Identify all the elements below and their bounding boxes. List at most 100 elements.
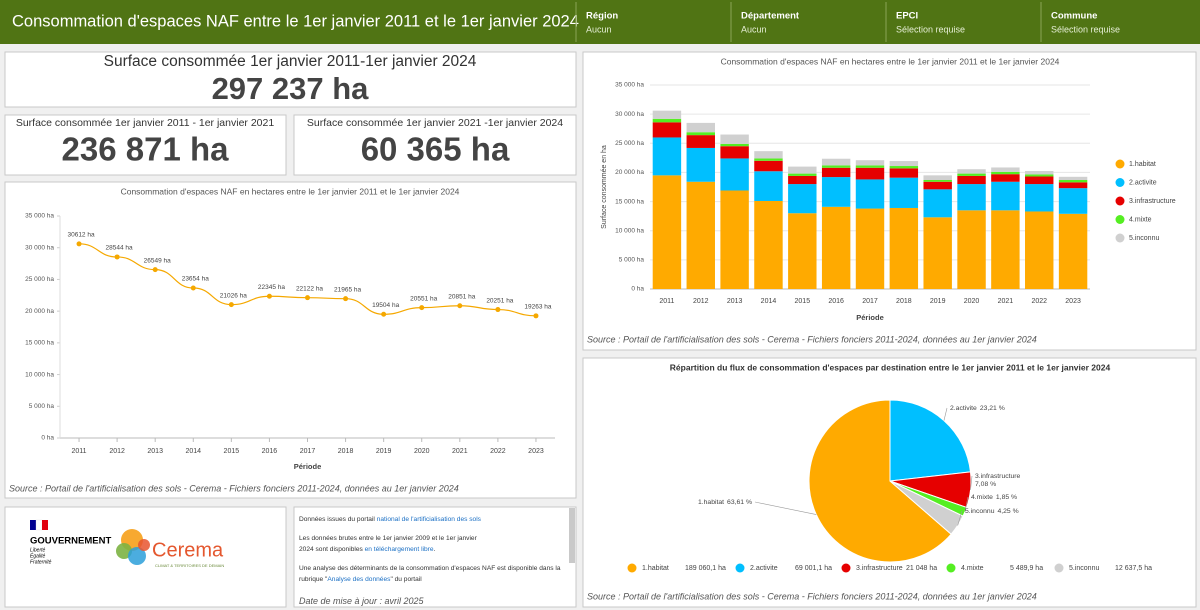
legend-swatch bbox=[1055, 564, 1064, 573]
data-point bbox=[343, 296, 348, 301]
x-tick-label: 2018 bbox=[338, 448, 354, 455]
legend-label[interactable]: 5.inconnu bbox=[1069, 565, 1099, 572]
bar-segment bbox=[957, 184, 985, 210]
bar-segment bbox=[890, 166, 918, 168]
link[interactable]: en téléchargement libre bbox=[365, 546, 434, 553]
source: Source : Portail de l'artificialisation … bbox=[587, 591, 1037, 601]
slice-name: 1.habitat bbox=[698, 499, 724, 506]
bar-segment bbox=[822, 177, 850, 207]
slice-value: 23,21 % bbox=[980, 405, 1005, 412]
data-point bbox=[457, 303, 462, 308]
filter-label[interactable]: Département bbox=[741, 11, 800, 22]
motto-line: Égalité bbox=[30, 552, 46, 559]
x-tick-label: 2017 bbox=[300, 448, 316, 455]
bar-segment bbox=[788, 213, 816, 289]
legend-value: 69 001,1 ha bbox=[795, 565, 832, 572]
x-tick-label: 2016 bbox=[262, 448, 278, 455]
data-point bbox=[533, 313, 538, 318]
data-label: 22345 ha bbox=[258, 284, 285, 291]
data-label: 23654 ha bbox=[182, 276, 209, 283]
filter-value[interactable]: Aucun bbox=[741, 24, 767, 34]
link[interactable]: national de l'artificialisation des sols bbox=[377, 516, 481, 523]
legend-swatch bbox=[1116, 215, 1125, 224]
bar-segment bbox=[754, 158, 782, 160]
data-label: 22122 ha bbox=[296, 285, 323, 292]
data-label: 30612 ha bbox=[67, 232, 94, 239]
cerema-tagline: CLIMAT & TERRITOIRES DE DEMAIN bbox=[155, 563, 224, 568]
bar-segment bbox=[653, 111, 681, 119]
bar-segment bbox=[1025, 174, 1053, 176]
legend-label[interactable]: 1.habitat bbox=[642, 565, 669, 572]
x-tick-label: 2017 bbox=[862, 298, 878, 305]
bar-segment bbox=[687, 135, 715, 148]
filter-label[interactable]: Région bbox=[586, 11, 618, 22]
x-tick-label: 2016 bbox=[828, 298, 844, 305]
bar-segment bbox=[890, 178, 918, 208]
x-tick-label: 2012 bbox=[693, 298, 709, 305]
data-point bbox=[381, 312, 386, 317]
legend-value: 5 489,9 ha bbox=[1010, 565, 1043, 572]
bar-segment bbox=[788, 167, 816, 174]
legend-label[interactable]: 2.activite bbox=[750, 565, 778, 572]
legend-label[interactable]: 5.inconnu bbox=[1129, 235, 1159, 242]
legend-label[interactable]: 3.infrastructure bbox=[1129, 198, 1176, 205]
filter-value[interactable]: Sélection requise bbox=[896, 24, 965, 34]
legend-label[interactable]: 4.mixte bbox=[961, 565, 984, 572]
bar-segment bbox=[890, 161, 918, 166]
legend-value: 12 637,5 ha bbox=[1115, 565, 1152, 572]
slice-name: 2.activite bbox=[950, 405, 977, 412]
legend-swatch bbox=[842, 564, 851, 573]
data-point bbox=[153, 267, 158, 272]
y-tick-label: 35 000 ha bbox=[615, 82, 644, 89]
slice-name: 3.infrastructure bbox=[975, 473, 1021, 480]
y-tick-label: 30 000 ha bbox=[615, 111, 644, 118]
slice-value: 4,25 % bbox=[997, 508, 1018, 515]
chart-title: Consommation d'espaces NAF en hectares e… bbox=[721, 56, 1060, 66]
legend-swatch bbox=[1116, 178, 1125, 187]
data-label: 26549 ha bbox=[144, 257, 171, 264]
bar-segment bbox=[653, 175, 681, 289]
filter-label[interactable]: Commune bbox=[1051, 11, 1097, 22]
x-tick-label: 2020 bbox=[414, 448, 430, 455]
bar-segment bbox=[720, 144, 748, 146]
y-tick-label: 10 000 ha bbox=[25, 371, 54, 378]
y-tick-label: 25 000 ha bbox=[615, 140, 644, 147]
bar-segment bbox=[687, 182, 715, 289]
filter-value[interactable]: Aucun bbox=[586, 24, 612, 34]
bar-segment bbox=[991, 210, 1019, 289]
x-tick-label: 2020 bbox=[964, 298, 980, 305]
legend-swatch bbox=[1116, 197, 1125, 206]
bar-segment bbox=[822, 165, 850, 167]
legend-label[interactable]: 2.activite bbox=[1129, 179, 1157, 186]
filter-label[interactable]: EPCI bbox=[896, 11, 918, 22]
x-tick-label: 2013 bbox=[727, 298, 743, 305]
slice-name: 5.inconnu bbox=[965, 508, 995, 515]
legend-value: 21 048 ha bbox=[906, 565, 937, 572]
legend-swatch bbox=[1116, 160, 1125, 169]
bar-segment bbox=[720, 190, 748, 289]
y-tick-label: 5 000 ha bbox=[619, 257, 645, 264]
bar-segment bbox=[923, 175, 951, 180]
bar-segment bbox=[923, 217, 951, 289]
slice-label: 5.inconnu4,25 % bbox=[965, 508, 1019, 515]
bar-segment bbox=[1025, 177, 1053, 185]
bar-segment bbox=[1059, 214, 1087, 289]
kpi-value: 60 365 ha bbox=[361, 131, 510, 168]
link[interactable]: Analyse des données bbox=[327, 576, 390, 583]
data-label: 21026 ha bbox=[220, 292, 247, 299]
legend-label[interactable]: 1.habitat bbox=[1129, 161, 1156, 168]
bar-segment bbox=[822, 159, 850, 166]
legend-label[interactable]: 3.infrastructure bbox=[856, 565, 903, 572]
scrollbar[interactable] bbox=[569, 508, 575, 563]
update-date: Date de mise à jour : avril 2025 bbox=[299, 596, 424, 606]
x-tick-label: 2014 bbox=[185, 448, 201, 455]
bar-segment bbox=[991, 172, 1019, 174]
legend-label[interactable]: 4.mixte bbox=[1129, 216, 1152, 223]
x-axis-title: Période bbox=[294, 462, 322, 471]
bar-segment bbox=[856, 160, 884, 165]
filter-value[interactable]: Sélection requise bbox=[1051, 24, 1120, 34]
bar-segment bbox=[788, 176, 816, 184]
bar-segment bbox=[754, 151, 782, 158]
header-title: Consommation d'espaces NAF entre le 1er … bbox=[12, 12, 579, 30]
